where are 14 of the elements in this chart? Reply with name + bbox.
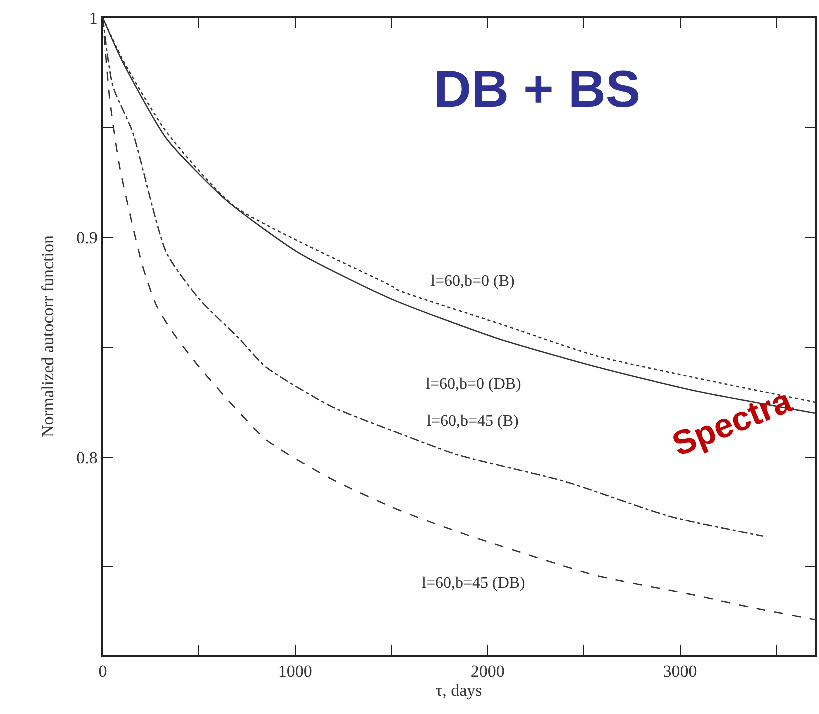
x-tick-label: 1000 (278, 662, 312, 682)
series-label: l=60,b=45 (B) (427, 413, 519, 430)
y-tick-label: 0.8 (76, 448, 98, 468)
y-tick-label: 0.9 (76, 228, 98, 248)
annotation: DB + BS (434, 61, 641, 119)
x-axis-title: τ, days (436, 681, 482, 700)
x-tick-label: 2000 (470, 662, 505, 682)
series-label: l=60,b=45 (DB) (422, 575, 526, 592)
y-tick-label: 1 (89, 8, 98, 28)
x-tick-label: 0 (98, 662, 108, 682)
x-tick-label: 3000 (663, 662, 698, 682)
series-label: l=60,b=0 (DB) (426, 376, 522, 393)
series-label: l=60,b=0 (B) (431, 273, 515, 290)
y-axis-title: Normalized autocorr function (38, 234, 58, 438)
